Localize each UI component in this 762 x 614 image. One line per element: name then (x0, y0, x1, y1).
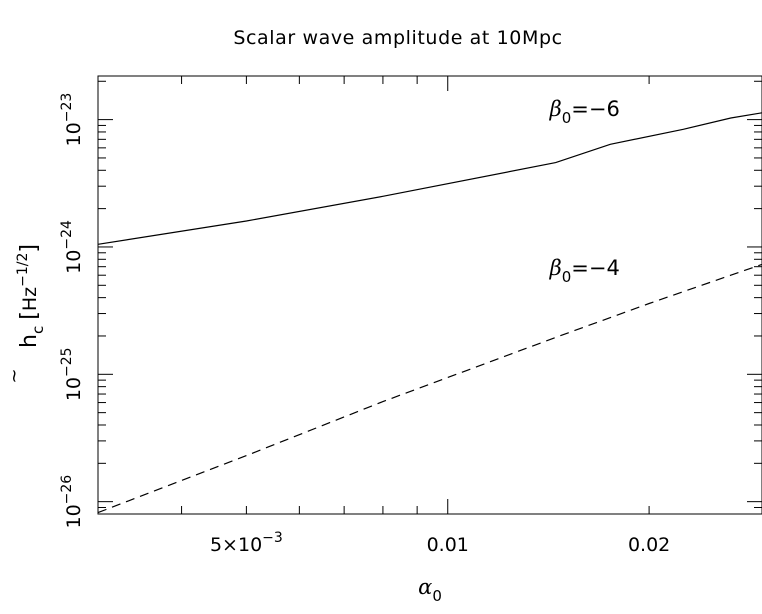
y-axis-label-unit-exp: −1/2 (15, 253, 31, 287)
svg-text:10−26: 10−26 (59, 475, 85, 529)
y-axis-label-accent: ~ (4, 368, 25, 383)
svg-text:10−24: 10−24 (59, 220, 85, 274)
y-tick-label: 10−24 (59, 220, 85, 274)
tick-labels: 5×10−3 0.01 0.02 10−26 10−25 10−24 10−23 (59, 93, 670, 556)
y-tick-label: 10−23 (59, 93, 85, 147)
y-axis-label: hc[Hz−1/2] ~ (4, 244, 47, 384)
series-labels: β0=−6 β0=−4 (549, 97, 620, 286)
x-axis-label-sub: 0 (432, 587, 442, 605)
y-axis-label-unit: Hz (19, 287, 41, 311)
svg-text:10−25: 10−25 (59, 347, 85, 401)
plot-frame (97, 75, 762, 515)
series-label: β0=−4 (549, 256, 620, 286)
svg-text:hc[Hz−1/2]: hc[Hz−1/2] (15, 244, 47, 348)
x-axis-label-symbol: α (418, 575, 432, 599)
svg-text:10−23: 10−23 (59, 93, 85, 147)
x-tick-label: 5×10−3 (210, 530, 283, 556)
x-tick-label: 0.02 (628, 534, 670, 556)
x-axis-label: α0 (418, 575, 442, 605)
y-tick-label: 10−25 (59, 347, 85, 401)
y-axis-label-symbol: h (17, 334, 42, 348)
series-line-beta-minus-4 (97, 263, 762, 514)
axis-ticks (97, 76, 762, 515)
chart-title: Scalar wave amplitude at 10Mpc (233, 27, 562, 49)
series-label: β0=−6 (549, 97, 620, 127)
x-tick-label: 0.01 (427, 534, 469, 556)
series-line-beta-minus-6 (97, 112, 762, 245)
y-tick-label: 10−26 (59, 475, 85, 529)
series-layer (97, 112, 762, 514)
y-axis-label-sub: c (29, 326, 47, 334)
